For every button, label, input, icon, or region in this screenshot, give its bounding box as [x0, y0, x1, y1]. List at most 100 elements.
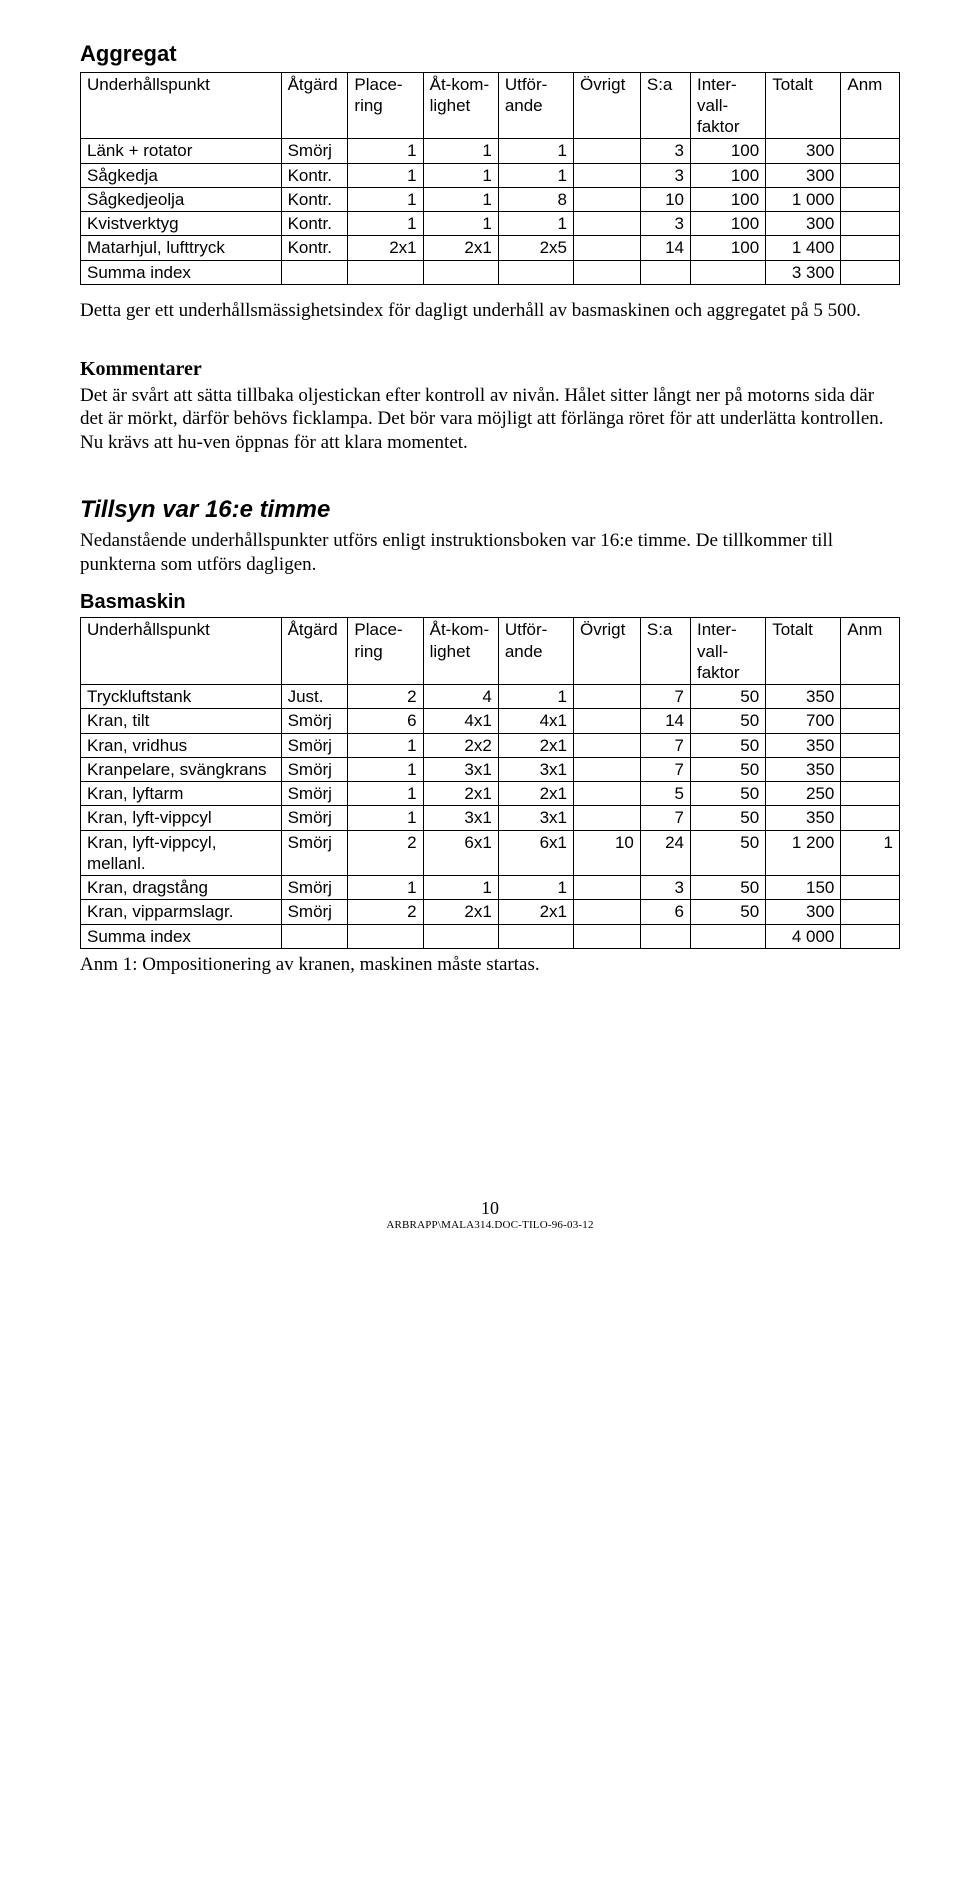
cell-ov	[574, 876, 641, 900]
cell-to: 350	[766, 733, 841, 757]
cell-up: Kran, vipparmslagr.	[81, 900, 282, 924]
cell-pl: 1	[348, 733, 423, 757]
cell-at: Kontr.	[281, 163, 348, 187]
cell-iv: 50	[690, 757, 765, 781]
cell-ov	[574, 685, 641, 709]
cell-to: 300	[766, 163, 841, 187]
cell-an	[841, 757, 900, 781]
cell-ak: 3x1	[423, 806, 498, 830]
cell-sa: 24	[640, 830, 690, 876]
cell-to: 350	[766, 757, 841, 781]
cell-ak: 2x2	[423, 733, 498, 757]
cell-ov	[574, 709, 641, 733]
cell-to: 300	[766, 900, 841, 924]
cell-to: 350	[766, 685, 841, 709]
footer-filename: ARBRAPP\MALA314.DOC-TILO-96-03-12	[80, 1219, 900, 1233]
cell-ak: 4	[423, 685, 498, 709]
cell-an	[841, 685, 900, 709]
cell-pl: 1	[348, 187, 423, 211]
cell-sa: 3	[640, 139, 690, 163]
cell-pl: 1	[348, 806, 423, 830]
cell-pl: 1	[348, 876, 423, 900]
cell-sa: 3	[640, 163, 690, 187]
cell-to: 1 200	[766, 830, 841, 876]
cell-up: Kran, tilt	[81, 709, 282, 733]
col-sa: S:a	[640, 618, 690, 685]
table-row: Kran, lyft-vippcylSmörj13x13x1750350	[81, 806, 900, 830]
col-intervallfaktor: Inter-vall-faktor	[690, 72, 765, 139]
cell-pl: 1	[348, 782, 423, 806]
cell-iv: 50	[690, 709, 765, 733]
col-anm: Anm	[841, 72, 900, 139]
cell-sa: 7	[640, 733, 690, 757]
cell-ak: 2x1	[423, 236, 498, 260]
cell-ov	[574, 806, 641, 830]
heading-tillsyn: Tillsyn var 16:e timme	[80, 495, 900, 525]
cell-ak: 2x1	[423, 782, 498, 806]
col-atkomlighet: Åt-kom-lighet	[423, 618, 498, 685]
cell-ut: 1	[498, 139, 573, 163]
table-row: KvistverktygKontr.1113100300	[81, 212, 900, 236]
col-totalt: Totalt	[766, 72, 841, 139]
col-atkomlighet: Åt-kom-lighet	[423, 72, 498, 139]
sum-row: Summa index4 000	[81, 924, 900, 948]
sum-value: 3 300	[766, 260, 841, 284]
cell-sa: 7	[640, 757, 690, 781]
cell-sa: 3	[640, 212, 690, 236]
col-utforande: Utför-ande	[498, 618, 573, 685]
cell-up: Tryckluftstank	[81, 685, 282, 709]
cell-ut: 3x1	[498, 757, 573, 781]
cell-pl: 2	[348, 830, 423, 876]
cell-ov: 10	[574, 830, 641, 876]
sum-label: Summa index	[81, 924, 282, 948]
table-row: SågkedjeoljaKontr.118101001 000	[81, 187, 900, 211]
cell-at: Kontr.	[281, 236, 348, 260]
cell-pl: 1	[348, 757, 423, 781]
cell-an	[841, 163, 900, 187]
heading-kommentarer: Kommentarer	[80, 357, 900, 382]
cell-pl: 2	[348, 685, 423, 709]
cell-up: Kran, lyft-vippcyl, mellanl.	[81, 830, 282, 876]
col-sa: S:a	[640, 72, 690, 139]
cell-at: Smörj	[281, 139, 348, 163]
cell-ut: 1	[498, 876, 573, 900]
cell-at: Smörj	[281, 709, 348, 733]
col-anm: Anm	[841, 618, 900, 685]
cell-at: Smörj	[281, 757, 348, 781]
cell-up: Kranpelare, svängkrans	[81, 757, 282, 781]
cell-ov	[574, 782, 641, 806]
cell-iv: 50	[690, 830, 765, 876]
cell-up: Sågkedjeolja	[81, 187, 282, 211]
cell-an	[841, 900, 900, 924]
table-row: Kran, vridhusSmörj12x22x1750350	[81, 733, 900, 757]
table-row: Kran, vipparmslagr.Smörj22x12x1650300	[81, 900, 900, 924]
table-header-row: Underhållspunkt Åtgärd Place-ring Åt-kom…	[81, 618, 900, 685]
cell-ov	[574, 236, 641, 260]
cell-up: Kran, lyft-vippcyl	[81, 806, 282, 830]
cell-at: Kontr.	[281, 212, 348, 236]
cell-pl: 2x1	[348, 236, 423, 260]
cell-iv: 50	[690, 876, 765, 900]
cell-an	[841, 876, 900, 900]
cell-to: 700	[766, 709, 841, 733]
col-underhallspunkt: Underhållspunkt	[81, 72, 282, 139]
aggregat-table: Underhållspunkt Åtgärd Place-ring Åt-kom…	[80, 72, 900, 285]
cell-at: Just.	[281, 685, 348, 709]
cell-ak: 6x1	[423, 830, 498, 876]
cell-an	[841, 733, 900, 757]
cell-up: Kran, dragstång	[81, 876, 282, 900]
table-row: Kran, dragstångSmörj111350150	[81, 876, 900, 900]
page-footer: 10 ARBRAPP\MALA314.DOC-TILO-96-03-12	[80, 1197, 900, 1233]
cell-iv: 100	[690, 212, 765, 236]
cell-an	[841, 806, 900, 830]
cell-iv: 50	[690, 685, 765, 709]
cell-ov	[574, 163, 641, 187]
aggregat-summary-paragraph: Detta ger ett underhållsmässighetsindex …	[80, 299, 900, 323]
cell-ov	[574, 139, 641, 163]
cell-an	[841, 782, 900, 806]
table-row: Länk + rotatorSmörj1113100300	[81, 139, 900, 163]
cell-an	[841, 236, 900, 260]
cell-ut: 2x1	[498, 733, 573, 757]
cell-ut: 2x1	[498, 900, 573, 924]
col-underhallspunkt: Underhållspunkt	[81, 618, 282, 685]
